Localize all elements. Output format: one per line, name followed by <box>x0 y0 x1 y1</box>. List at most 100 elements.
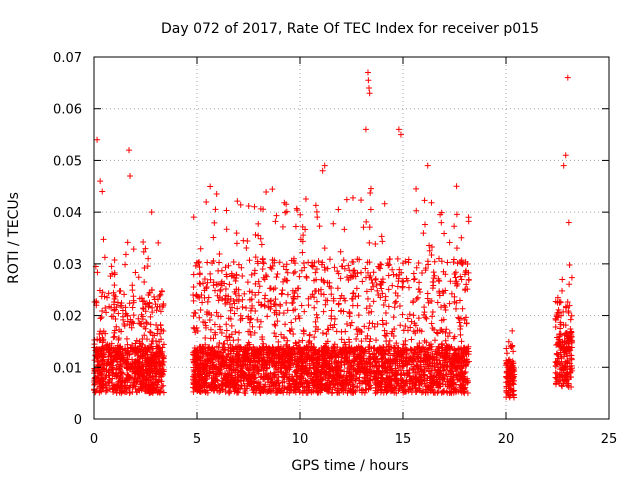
data-point <box>345 262 352 269</box>
data-point <box>386 256 393 263</box>
data-point <box>313 374 320 381</box>
data-point <box>266 285 273 292</box>
data-point <box>226 281 233 288</box>
data-point <box>335 381 342 388</box>
data-point <box>366 274 373 281</box>
data-point <box>324 326 331 333</box>
data-point <box>394 255 401 262</box>
data-point <box>98 374 105 381</box>
data-point <box>429 309 436 316</box>
data-point <box>281 199 288 206</box>
data-point <box>365 348 372 355</box>
data-point <box>218 330 225 337</box>
x-tick-label: 15 <box>395 432 412 447</box>
data-point <box>110 289 117 296</box>
data-point <box>350 372 357 379</box>
data-point <box>385 262 392 269</box>
data-point <box>255 299 262 306</box>
data-point <box>219 357 226 364</box>
data-point <box>208 311 215 318</box>
data-point <box>372 275 379 282</box>
data-point <box>313 298 320 305</box>
data-point <box>404 347 411 354</box>
data-point <box>292 287 299 294</box>
data-point <box>216 259 223 266</box>
data-point <box>213 309 220 316</box>
data-point <box>132 269 139 276</box>
data-point <box>453 372 460 379</box>
data-point <box>507 361 514 368</box>
data-point <box>362 366 369 373</box>
data-point <box>363 218 370 225</box>
data-point <box>144 263 151 270</box>
data-point <box>452 347 459 354</box>
data-point <box>426 342 433 349</box>
data-point <box>340 373 347 380</box>
data-point <box>123 335 130 342</box>
data-point <box>326 360 333 367</box>
data-point <box>134 378 141 385</box>
data-point <box>451 333 458 340</box>
data-point <box>425 299 432 306</box>
data-point <box>258 302 265 309</box>
data-point <box>417 358 424 365</box>
data-point <box>397 322 404 329</box>
data-point <box>192 351 199 358</box>
data-point <box>451 223 458 230</box>
data-point <box>393 352 400 359</box>
data-point <box>196 264 203 271</box>
data-point <box>248 357 255 364</box>
data-point <box>160 366 167 373</box>
data-point <box>420 230 427 237</box>
data-point <box>413 295 420 302</box>
data-point <box>396 364 403 371</box>
data-point <box>382 309 389 316</box>
data-point <box>324 265 331 272</box>
data-point <box>131 359 138 366</box>
data-point <box>289 299 296 306</box>
data-point <box>114 299 121 306</box>
data-point <box>290 270 297 277</box>
data-point <box>299 337 306 344</box>
data-point <box>238 264 245 271</box>
data-point <box>431 364 438 371</box>
data-point <box>217 326 224 333</box>
data-point <box>314 349 321 356</box>
data-point <box>216 339 223 346</box>
data-point <box>361 323 368 330</box>
data-point <box>159 344 166 351</box>
data-point <box>562 330 569 337</box>
data-point <box>402 344 409 351</box>
data-point <box>273 212 280 219</box>
data-point <box>383 386 390 393</box>
data-point <box>193 352 200 359</box>
data-point <box>328 345 335 352</box>
data-point <box>413 264 420 271</box>
data-point <box>119 307 126 314</box>
data-point <box>345 344 352 351</box>
data-point <box>406 311 413 318</box>
grid-lines <box>94 57 609 419</box>
data-point <box>457 273 464 280</box>
data-point <box>234 343 241 350</box>
data-point <box>568 383 575 390</box>
data-point <box>246 328 253 335</box>
data-point <box>136 338 143 345</box>
data-point <box>147 329 154 336</box>
data-point <box>124 341 131 348</box>
data-point <box>563 373 570 380</box>
data-point <box>420 311 427 318</box>
data-point <box>326 256 333 263</box>
data-point <box>146 374 153 381</box>
data-point <box>194 368 201 375</box>
data-point <box>379 321 386 328</box>
data-point <box>311 304 318 311</box>
data-point <box>303 366 310 373</box>
data-point <box>271 330 278 337</box>
data-point <box>232 290 239 297</box>
data-point <box>319 329 326 336</box>
data-point <box>465 276 472 283</box>
data-point <box>386 343 393 350</box>
data-point <box>461 385 468 392</box>
